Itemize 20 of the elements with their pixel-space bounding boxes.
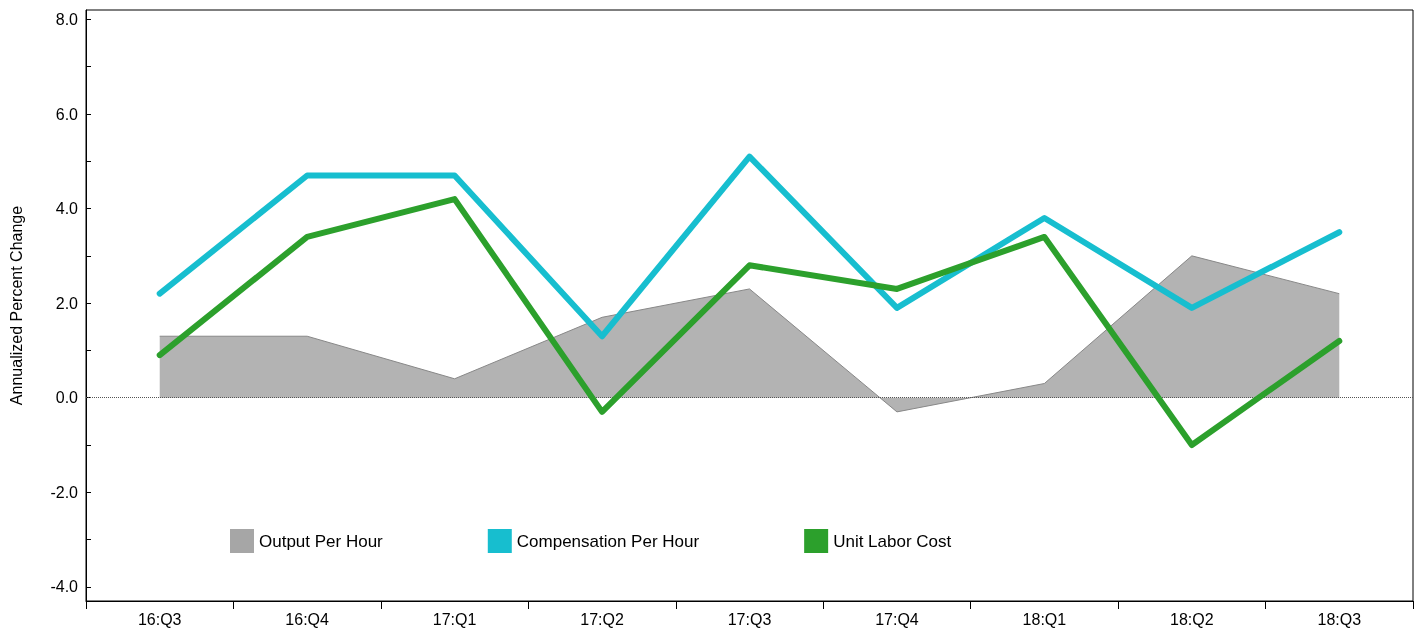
x-tick-label: 16:Q4	[285, 610, 330, 628]
x-tick-label: 18:Q1	[1022, 610, 1067, 628]
x-tick-label: 17:Q4	[875, 610, 919, 628]
x-tick-label: 16:Q3	[137, 610, 182, 628]
y-axis-title: Annualized Percent Change	[7, 205, 25, 406]
y-tick-label: 0.0	[55, 389, 79, 407]
y-tick-label: -2.0	[50, 483, 79, 501]
legend-label: Output Per Hour	[259, 531, 384, 551]
x-tick-label: 17:Q2	[580, 610, 624, 628]
legend-label: Compensation Per Hour	[516, 531, 700, 551]
y-tick-label: 2.0	[55, 294, 79, 312]
y-tick-label: 6.0	[55, 105, 79, 123]
legend-label: Unit Labor Cost	[833, 531, 952, 551]
x-tick-label: 17:Q3	[727, 610, 772, 628]
x-tick-label: 17:Q1	[432, 610, 477, 628]
x-tick-label: 18:Q2	[1170, 610, 1214, 628]
y-tick-label: 4.0	[55, 200, 79, 218]
y-tick-label: 8.0	[55, 10, 79, 28]
y-tick-label: -4.0	[50, 578, 79, 596]
x-tick-label: 18:Q3	[1317, 610, 1362, 628]
